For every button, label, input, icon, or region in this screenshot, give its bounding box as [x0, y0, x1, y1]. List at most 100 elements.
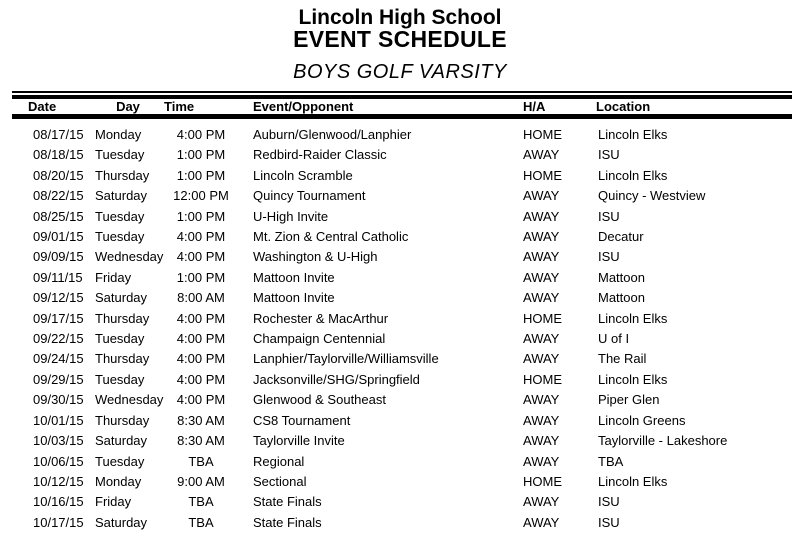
- table-cell: AWAY: [523, 331, 560, 347]
- table-cell: Decatur: [598, 229, 644, 245]
- table-cell: Tuesday: [95, 147, 145, 163]
- table-cell: Champaign Centennial: [253, 331, 386, 347]
- table-cell: Glenwood & Southeast: [253, 392, 386, 408]
- table-cell: Friday: [95, 494, 132, 510]
- table-cell: 1:00 PM: [176, 147, 226, 163]
- table-cell: Lincoln Greens: [598, 412, 686, 428]
- table-cell: State Finals: [253, 514, 322, 530]
- table-cell: Saturday: [95, 290, 148, 306]
- table-cell: TBA: [188, 514, 214, 530]
- table-cell: Thursday: [95, 310, 150, 326]
- table-cell: 08/20/15: [33, 167, 84, 183]
- table-row: 09/24/15 Thursday 4:00 PM Lanphier/Taylorvi…: [12, 349, 792, 369]
- team-subtitle: BOYS GOLF VARSITY: [293, 61, 507, 83]
- table-cell: Wednesday: [95, 249, 164, 265]
- table-cell: AWAY: [523, 249, 560, 265]
- table-row: 09/01/15 Tuesday 4:00 PM Mt. Zion & Central…: [12, 227, 792, 247]
- table-cell: 9:00 AM: [177, 473, 225, 489]
- table-cell: Tuesday: [95, 208, 145, 224]
- table-row: 09/17/15 Thursday 4:00 PM Rochester & MacAr…: [12, 309, 792, 329]
- table-cell: 08/22/15: [33, 188, 84, 204]
- table-cell: 09/09/15: [33, 249, 84, 265]
- table-cell: Mattoon Invite: [253, 269, 335, 285]
- table-cell: 10/01/15: [33, 412, 84, 428]
- document-header: Lincoln High School EVENT SCHEDULE BOYS …: [0, 0, 800, 83]
- table-row: 09/09/15 Wednesday 4:00 PM Washington & U-H…: [12, 247, 792, 267]
- table-cell: AWAY: [523, 453, 560, 469]
- table-cell: ISU: [598, 147, 620, 163]
- table-row: 10/16/15 Friday TBA State Finals AWAY ISU: [12, 492, 792, 512]
- table-cell: AWAY: [523, 433, 560, 449]
- top-rule-thin: [12, 91, 792, 93]
- table-cell: 4:00 PM: [176, 229, 226, 245]
- table-cell: Lincoln Elks: [598, 371, 668, 387]
- table-cell: 10/06/15: [33, 453, 84, 469]
- table-row: 08/22/15 Saturday 12:00 PM Quincy Tournamen…: [12, 186, 792, 206]
- column-header-date: Date: [12, 99, 94, 119]
- table-cell: 10/17/15: [33, 514, 84, 530]
- table-cell: State Finals: [253, 494, 322, 510]
- table-cell: 09/29/15: [33, 371, 84, 387]
- table-row: 10/17/15 Saturday TBA State Finals AWAY ISU: [12, 513, 792, 533]
- table-cell: Wednesday: [95, 392, 164, 408]
- column-header-location: Location: [592, 99, 792, 119]
- table-cell: AWAY: [523, 412, 560, 428]
- table-cell: AWAY: [523, 494, 560, 510]
- table-cell: HOME: [523, 127, 562, 142]
- table-cell: CS8 Tournament: [253, 412, 351, 428]
- table-cell: Tuesday: [95, 229, 145, 245]
- table-cell: Jacksonville/SHG/Springfield: [253, 371, 420, 387]
- school-title: Lincoln High School: [298, 6, 502, 29]
- table-cell: 4:00 PM: [176, 371, 226, 387]
- table-cell: AWAY: [523, 147, 560, 163]
- table-row: 08/17/15 Monday 4:00 PM Auburn/Glenwood/Lan…: [12, 117, 792, 146]
- top-rule-thick: [12, 95, 792, 99]
- table-cell: Monday: [95, 473, 142, 489]
- schedule-table: Date Day Time Event/Opponent H/A Locatio…: [12, 99, 792, 533]
- table-cell: Regional: [253, 453, 305, 469]
- table-cell: HOME: [523, 473, 562, 489]
- table-cell: ISU: [598, 249, 620, 265]
- table-cell: AWAY: [523, 392, 560, 408]
- table-cell: AWAY: [523, 208, 560, 224]
- table-cell: 1:00 PM: [176, 269, 226, 285]
- table-cell: 09/17/15: [33, 310, 84, 326]
- table-cell: 09/12/15: [33, 290, 84, 306]
- table-cell: 8:30 AM: [177, 433, 225, 449]
- table-cell: Taylorville - Lakeshore: [598, 433, 728, 449]
- table-row: 08/18/15 Tuesday 1:00 PM Redbird-Raider Cla…: [12, 145, 792, 165]
- table-cell: 4:00 PM: [176, 127, 226, 142]
- column-header-event: Event/Opponent: [240, 99, 520, 119]
- table-cell: 08/18/15: [33, 147, 84, 163]
- table-cell: Tuesday: [95, 331, 145, 347]
- table-cell: Rochester & MacArthur: [253, 310, 389, 326]
- table-cell: The Rail: [598, 351, 647, 367]
- table-row: 10/01/15 Thursday 8:30 AM CS8 Tournament AWA…: [12, 411, 792, 431]
- table-cell: 08/25/15: [33, 208, 84, 224]
- table-cell: 10/16/15: [33, 494, 84, 510]
- table-cell: ISU: [598, 208, 620, 224]
- table-cell: AWAY: [523, 188, 560, 204]
- table-cell: Lincoln Elks: [598, 127, 668, 142]
- table-cell: Lincoln Elks: [598, 473, 668, 489]
- table-cell: 09/01/15: [33, 229, 84, 245]
- table-cell: Auburn/Glenwood/Lanphier: [253, 127, 412, 142]
- table-cell: 8:00 AM: [177, 290, 225, 306]
- table-row: 10/12/15 Monday 9:00 AM Sectional HOME Lincol…: [12, 472, 792, 492]
- table-row: 09/11/15 Friday 1:00 PM Mattoon Invite AWAY M…: [12, 268, 792, 288]
- table-cell: 4:00 PM: [176, 249, 226, 265]
- table-cell: Washington & U-High: [253, 249, 378, 265]
- table-cell: AWAY: [523, 229, 560, 245]
- table-cell: Saturday: [95, 514, 148, 530]
- table-cell: Saturday: [95, 433, 148, 449]
- table-cell: HOME: [523, 310, 562, 326]
- table-cell: Mattoon: [598, 269, 645, 285]
- table-cell: Piper Glen: [598, 392, 660, 408]
- table-cell: 09/22/15: [33, 331, 84, 347]
- table-cell: 4:00 PM: [176, 331, 226, 347]
- table-cell: 1:00 PM: [176, 167, 226, 183]
- table-cell: 4:00 PM: [176, 310, 226, 326]
- table-cell: Quincy Tournament: [253, 188, 366, 204]
- table-cell: 08/17/15: [33, 127, 84, 142]
- table-cell: 10/03/15: [33, 433, 84, 449]
